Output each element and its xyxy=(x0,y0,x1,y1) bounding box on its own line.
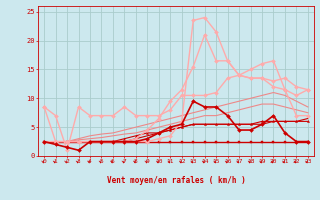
X-axis label: Vent moyen/en rafales ( km/h ): Vent moyen/en rafales ( km/h ) xyxy=(107,176,245,185)
